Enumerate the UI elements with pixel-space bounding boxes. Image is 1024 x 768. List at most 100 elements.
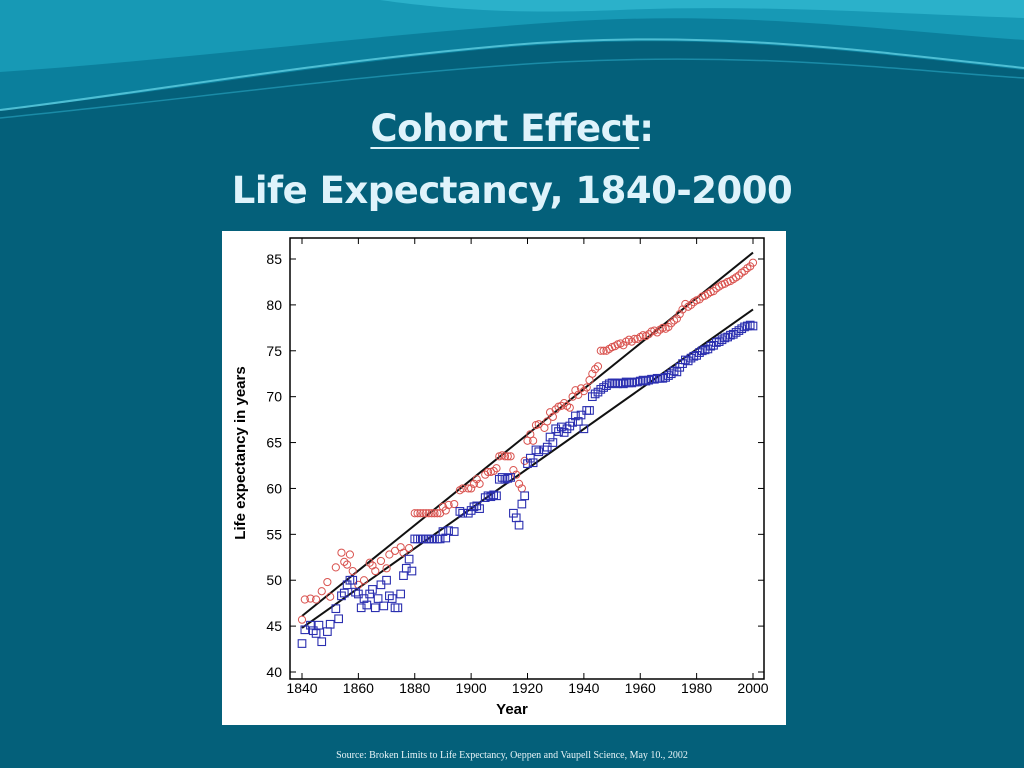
data-point-circle bbox=[371, 566, 380, 576]
data-point-circle bbox=[599, 346, 608, 355]
data-point-circle bbox=[709, 287, 718, 296]
data-point-circle bbox=[557, 401, 566, 410]
data-point-square bbox=[365, 589, 375, 599]
data-point-circle bbox=[748, 258, 758, 267]
y-tick-label: 60 bbox=[266, 480, 282, 496]
x-tick-label: 1940 bbox=[568, 680, 599, 696]
data-point-circle bbox=[399, 548, 408, 557]
data-point-circle bbox=[492, 464, 501, 473]
data-point-square bbox=[680, 355, 690, 365]
data-point-circle bbox=[345, 550, 355, 559]
data-point-square bbox=[373, 594, 383, 603]
data-point-square bbox=[463, 508, 473, 518]
data-point-circle bbox=[644, 330, 653, 339]
y-tick-label: 80 bbox=[266, 297, 282, 313]
data-point-square bbox=[528, 458, 538, 468]
data-point-circle bbox=[300, 595, 309, 604]
data-point-square bbox=[314, 620, 324, 630]
data-point-square bbox=[534, 447, 544, 457]
data-point-square bbox=[627, 378, 637, 388]
data-point-square bbox=[334, 614, 343, 624]
data-point-square bbox=[616, 378, 625, 388]
data-point-square bbox=[359, 594, 369, 603]
data-point-square bbox=[339, 588, 349, 598]
data-point-square bbox=[362, 600, 372, 610]
data-point-circle bbox=[686, 300, 696, 309]
data-point-square bbox=[517, 499, 527, 509]
x-tick-label: 2000 bbox=[737, 680, 768, 696]
data-point-square bbox=[644, 375, 654, 385]
data-point-circle bbox=[472, 475, 481, 484]
data-point-square bbox=[635, 376, 645, 386]
y-tick-label: 40 bbox=[266, 664, 282, 680]
data-point-square bbox=[618, 379, 628, 389]
data-point-square bbox=[551, 424, 561, 434]
data-point-circle bbox=[433, 509, 442, 518]
data-point-square bbox=[531, 445, 541, 455]
data-point-square bbox=[390, 603, 400, 613]
data-point-square bbox=[523, 459, 532, 469]
data-point-square bbox=[621, 377, 631, 387]
data-point-circle bbox=[591, 365, 600, 374]
data-point-square bbox=[342, 580, 352, 590]
data-point-square bbox=[511, 513, 521, 523]
data-point-circle bbox=[514, 479, 524, 488]
data-point-circle bbox=[734, 271, 744, 280]
data-point-square bbox=[726, 330, 735, 340]
data-point-square bbox=[401, 563, 411, 573]
data-point-square bbox=[311, 629, 321, 638]
data-point-circle bbox=[543, 417, 552, 426]
data-point-circle bbox=[630, 334, 639, 343]
data-point-square bbox=[692, 351, 701, 360]
data-point-circle bbox=[653, 328, 662, 337]
data-point-circle bbox=[681, 299, 690, 309]
y-tick-label: 45 bbox=[266, 618, 282, 634]
data-point-square bbox=[413, 534, 422, 544]
data-point-square bbox=[641, 376, 651, 386]
data-point-square bbox=[554, 427, 563, 436]
data-point-square bbox=[556, 422, 566, 432]
data-point-circle bbox=[582, 383, 591, 392]
data-point-square bbox=[712, 338, 721, 347]
data-point-square bbox=[633, 377, 642, 387]
data-point-square bbox=[351, 587, 360, 597]
data-point-square bbox=[593, 387, 603, 397]
data-point-square bbox=[308, 626, 318, 636]
data-point-square bbox=[520, 491, 530, 501]
data-point-square bbox=[568, 418, 577, 427]
header-wave-decoration bbox=[0, 0, 1024, 119]
data-point-square bbox=[548, 438, 558, 447]
data-point-circle bbox=[675, 309, 684, 319]
data-point-square bbox=[576, 410, 586, 420]
source-citation: Source: Broken Limits to Life Expectancy… bbox=[336, 750, 688, 761]
data-point-circle bbox=[506, 452, 515, 461]
data-point-square bbox=[573, 417, 583, 426]
title-underlined-text: Cohort Effect bbox=[370, 107, 640, 150]
x-tick-label: 1880 bbox=[399, 680, 430, 696]
data-point-square bbox=[410, 534, 420, 544]
data-points bbox=[297, 258, 758, 648]
data-point-square bbox=[444, 526, 453, 536]
data-point-square bbox=[489, 490, 499, 500]
data-point-circle bbox=[483, 467, 493, 477]
data-point-square bbox=[582, 406, 592, 415]
data-point-circle bbox=[565, 403, 574, 412]
data-point-square bbox=[483, 491, 493, 501]
data-point-square bbox=[525, 453, 535, 463]
y-tick-label: 55 bbox=[266, 526, 282, 542]
data-point-circle bbox=[458, 484, 467, 493]
data-point-square bbox=[686, 353, 696, 363]
data-point-circle bbox=[520, 456, 529, 466]
data-point-square bbox=[740, 322, 749, 332]
trend-lines bbox=[301, 251, 754, 629]
data-point-circle bbox=[359, 576, 369, 585]
data-point-square bbox=[649, 374, 659, 384]
data-point-square bbox=[472, 501, 482, 511]
data-point-square bbox=[393, 603, 403, 613]
data-point-circle bbox=[337, 548, 346, 557]
data-point-square bbox=[497, 473, 507, 482]
data-point-square bbox=[664, 371, 673, 380]
data-point-circle bbox=[416, 509, 425, 518]
data-point-circle bbox=[297, 615, 307, 624]
data-point-square bbox=[382, 575, 391, 585]
